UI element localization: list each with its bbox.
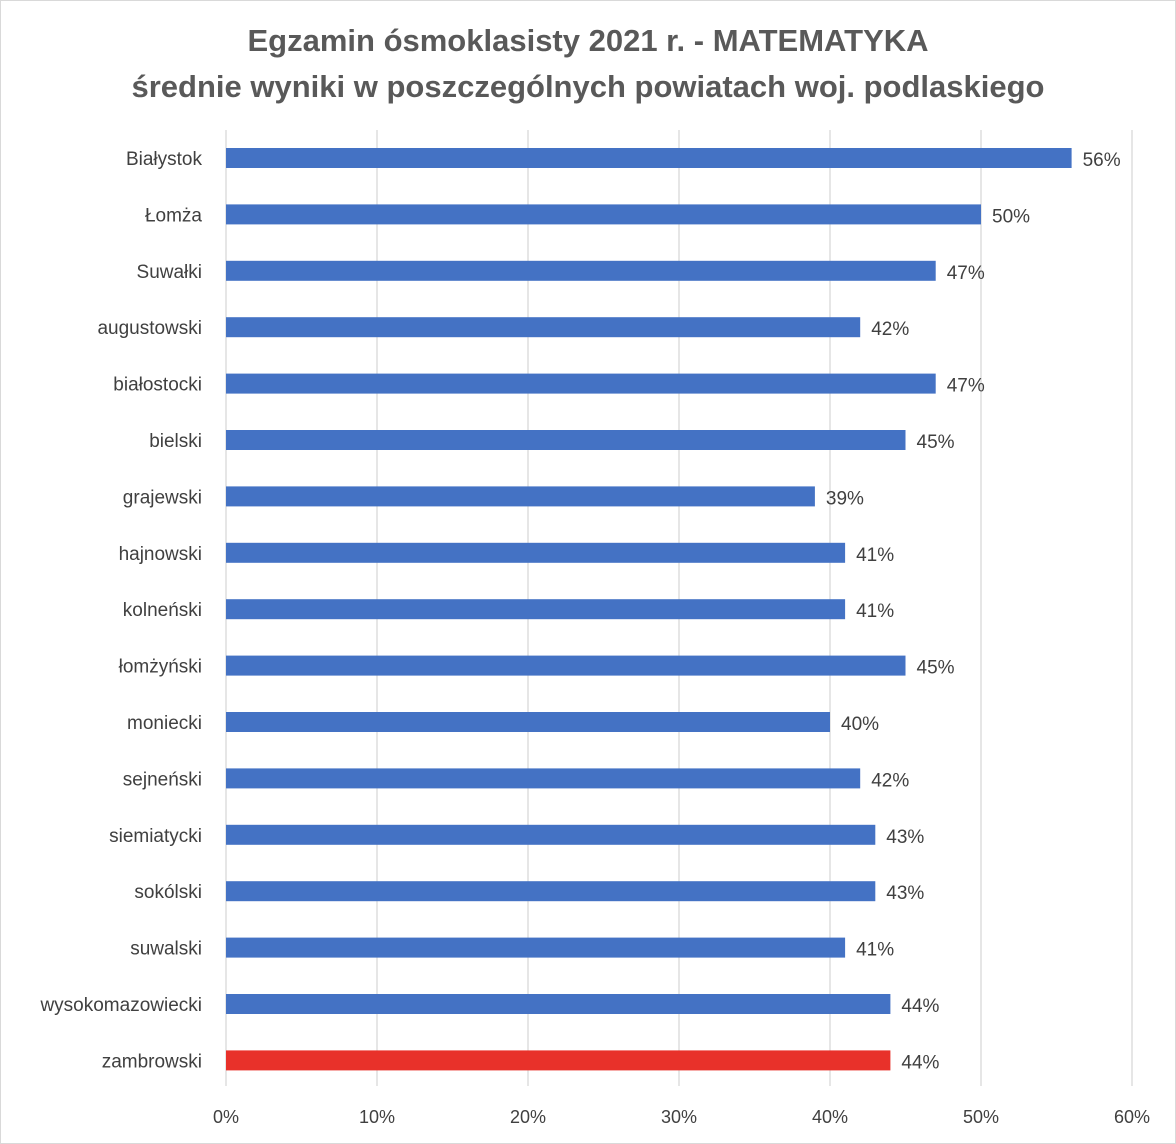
category-label: sokólski [134,882,202,903]
value-label: 42% [871,319,909,340]
category-label: hajnowski [119,544,202,565]
x-tick-label: 0% [213,1107,239,1127]
bar [226,148,1072,168]
bar [226,881,876,902]
value-label: 44% [901,996,939,1017]
category-label: grajewski [123,487,202,508]
category-label: sejneński [123,769,202,790]
value-label: 41% [856,940,894,961]
category-label: łomżyński [119,657,202,678]
value-label: 41% [856,601,894,622]
category-label: augustowski [97,318,202,339]
bar [226,768,861,789]
x-axis-tick-labels: 0% 10% 20% 30% 40% 50% 60% [213,1107,1150,1127]
value-label: 43% [886,827,924,848]
category-label: Łomża [145,205,202,226]
bar [226,937,846,958]
value-label: 45% [917,432,955,453]
value-label: 43% [886,883,924,904]
bar [226,317,861,338]
chart-title: Egzamin ósmoklasisty 2021 r. - MATEMATYK… [247,23,929,58]
x-tick-label: 20% [510,1107,546,1127]
value-label: 56% [1083,150,1121,171]
value-label: 47% [947,263,985,284]
bar [226,994,891,1014]
bars [226,148,1072,1071]
value-label: 40% [841,714,879,735]
x-tick-label: 50% [963,1107,999,1127]
value-label: 47% [947,376,985,397]
bar [226,542,846,563]
value-label: 50% [992,206,1030,227]
bar [226,204,981,225]
category-label: suwalski [130,939,202,960]
bar [226,655,906,676]
value-label: 42% [871,770,909,791]
bar [226,260,936,281]
bar [226,430,906,450]
category-label: białostocki [113,375,202,396]
category-label: moniecki [127,713,202,734]
chart-title-block: Egzamin ósmoklasisty 2021 r. - MATEMATYK… [0,18,1176,110]
x-tick-label: 30% [661,1107,697,1127]
category-label: zambrowski [102,1051,202,1072]
category-label: Suwałki [137,262,202,283]
bar [226,712,830,732]
category-label: siemiatycki [109,826,202,847]
bar [226,824,876,845]
value-labels: 56% 50% 47% 42% 47% 45% 39% 41% 41% 45% 40% 42% 43% 4… [826,150,1121,1073]
category-label: Białystok [126,149,203,170]
category-label: kolneński [123,600,202,621]
bar [226,486,815,507]
value-label: 45% [917,658,955,679]
bar-highlighted [226,1050,891,1071]
category-labels: Białystok Łomża Suwałki augustowski białosto… [39,149,202,1072]
value-label: 44% [901,1052,939,1073]
x-tick-label: 10% [359,1107,395,1127]
value-label: 41% [856,545,894,566]
category-label: wysokomazowiecki [39,995,202,1016]
value-label: 39% [826,488,864,509]
bar [226,599,846,620]
chart-subtitle: średnie wyniki w poszczególnych powiatac… [131,69,1045,104]
category-label: bielski [149,431,202,452]
x-tick-label: 40% [812,1107,848,1127]
x-tick-label: 60% [1114,1107,1150,1127]
bar [226,373,936,394]
